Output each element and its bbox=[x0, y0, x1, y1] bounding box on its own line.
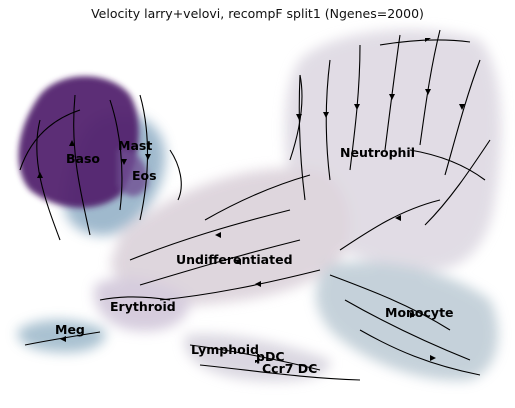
arrowhead bbox=[296, 114, 302, 120]
stream bbox=[359, 329, 481, 376]
label-meg: Meg bbox=[55, 322, 85, 337]
arrowhead bbox=[215, 232, 221, 238]
stream bbox=[424, 139, 491, 226]
label-eos: Eos bbox=[132, 168, 157, 183]
arrowhead bbox=[389, 94, 395, 100]
arrowhead bbox=[37, 172, 43, 178]
stream bbox=[99, 296, 171, 301]
arrowhead bbox=[255, 360, 261, 363]
stream bbox=[298, 74, 306, 201]
arrowhead bbox=[323, 112, 329, 118]
stream bbox=[139, 94, 149, 221]
stream bbox=[329, 274, 451, 331]
arrowhead bbox=[145, 154, 151, 160]
stream bbox=[409, 149, 486, 181]
arrowhead bbox=[430, 355, 436, 361]
stream bbox=[199, 364, 361, 381]
arrowhead bbox=[121, 159, 127, 165]
blob-lymphoid bbox=[184, 334, 331, 382]
stream bbox=[19, 109, 81, 171]
stream bbox=[325, 59, 331, 181]
stream bbox=[344, 299, 471, 361]
arrowhead bbox=[459, 104, 465, 110]
blob-monocyte bbox=[315, 261, 499, 381]
arrowhead bbox=[235, 259, 241, 265]
label-baso: Baso bbox=[66, 151, 100, 166]
arrowhead bbox=[410, 312, 416, 318]
label-monocyte: Monocyte bbox=[385, 305, 454, 320]
stream bbox=[129, 209, 291, 261]
label-neutrophil: Neutrophil bbox=[340, 145, 415, 160]
stream bbox=[189, 344, 321, 371]
arrowhead bbox=[69, 140, 75, 146]
arrowhead bbox=[354, 104, 360, 110]
stream bbox=[36, 119, 61, 241]
arrowhead bbox=[425, 38, 431, 42]
stream bbox=[384, 34, 401, 151]
label-ccr7-dc: Ccr7 DC bbox=[262, 361, 317, 376]
stream bbox=[339, 199, 441, 251]
stream bbox=[204, 174, 311, 221]
arrowhead bbox=[60, 336, 66, 342]
stream-arrowheads bbox=[37, 38, 465, 363]
stream bbox=[139, 239, 301, 286]
label-undifferentiated: Undifferentiated bbox=[176, 252, 293, 267]
blob-erythroid bbox=[94, 277, 190, 332]
velocity-streamlines bbox=[19, 29, 491, 381]
stream bbox=[159, 269, 321, 301]
blob-undifferentiated bbox=[110, 168, 351, 306]
label-mast: Mast bbox=[118, 138, 152, 153]
stream bbox=[169, 149, 182, 201]
stream bbox=[444, 59, 481, 176]
label-pdc: pDC bbox=[256, 349, 285, 364]
label-lymphoid: Lymphoid bbox=[191, 342, 259, 357]
arrowhead bbox=[255, 281, 261, 287]
chart-title: Velocity larry+velovi, recompF split1 (N… bbox=[91, 6, 424, 21]
stream bbox=[109, 99, 123, 211]
blob-baso bbox=[18, 76, 139, 208]
cluster-labels: Baso Mast Eos Neutrophil Undifferentiate… bbox=[55, 138, 454, 376]
baso-density-layer bbox=[18, 76, 149, 208]
label-erythroid: Erythroid bbox=[110, 299, 176, 314]
arrowhead bbox=[425, 89, 431, 95]
blob-meg bbox=[17, 319, 106, 353]
arrowhead bbox=[395, 215, 401, 221]
